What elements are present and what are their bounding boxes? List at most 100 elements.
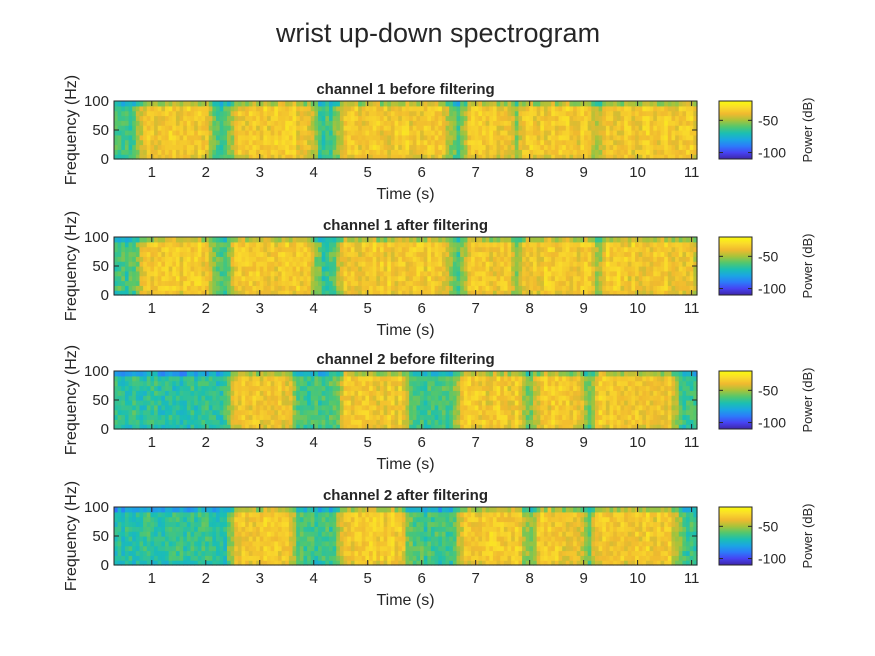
heatmap-cell [274,241,279,248]
heatmap-cell [420,115,425,121]
heatmap-cell [478,134,483,141]
heatmap-cell [310,375,315,382]
heatmap-cell [565,246,571,253]
heatmap-cell [409,261,414,267]
heatmap-cell [478,241,483,248]
heatmap-cell [689,139,694,146]
heatmap-cell [183,380,188,387]
heatmap-cell [558,256,563,262]
heatmap-cell [598,290,603,296]
heatmap-cell [336,280,341,286]
heatmap-cell [212,139,217,146]
heatmap-cell [478,101,483,107]
heatmap-cell [208,375,213,382]
heatmap-cell [573,134,578,141]
heatmap-cell [460,149,465,155]
heatmap-cell [620,149,625,155]
heatmap-cell [263,409,268,416]
heatmap-cell [649,134,654,141]
heatmap-cell [256,149,261,155]
heatmap-cell [128,115,133,121]
heatmap-cell [332,144,337,150]
heatmap-cell [565,266,571,272]
heatmap-cell [605,266,611,272]
heatmap-cell [383,154,388,160]
heatmap-cell [456,241,461,248]
figure-title: wrist up-down spectrogram [275,18,600,48]
heatmap-cell [208,101,213,107]
heatmap-cell [358,280,363,286]
heatmap-cell [358,270,363,277]
heatmap-cell [434,120,439,126]
heatmap-cell [631,101,636,107]
heatmap-cell [474,275,479,282]
heatmap-cell [416,266,421,272]
heatmap-cell [139,120,144,126]
heatmap-cell [551,154,556,160]
heatmap-cell [325,380,330,387]
heatmap-cell [135,110,141,117]
heatmap-cell [387,390,392,396]
heatmap-cell [226,424,232,430]
heatmap-cell [270,149,275,155]
heatmap-cell [114,237,119,243]
heatmap-cell [358,409,363,416]
heatmap-cell [292,149,297,155]
heatmap-cell [197,380,203,387]
heatmap-cell [445,134,450,141]
heatmap-cell [314,110,319,117]
heatmap-cell [554,237,560,243]
heatmap-cell [259,371,264,377]
heatmap-cell [529,241,534,248]
heatmap-cell [398,270,403,277]
heatmap-cell [420,390,425,396]
heatmap-cell [635,139,640,146]
heatmap-cell [653,275,658,282]
heatmap-cell [431,237,436,243]
heatmap-cell [259,130,264,136]
heatmap-cell [529,280,534,286]
heatmap-cell [649,101,654,107]
heatmap-cell [237,237,243,243]
heatmap-cell [285,246,290,253]
heatmap-cell [576,101,581,107]
heatmap-cell [288,154,294,160]
heatmap-cell [452,154,458,160]
heatmap-cell [168,130,173,136]
heatmap-cell [285,251,290,257]
heatmap-cell [503,261,509,267]
heatmap-cell [135,125,141,131]
heatmap-cell [361,280,367,286]
heatmap-cell [350,404,356,411]
heatmap-cell [580,115,585,121]
heatmap-cell [139,246,144,253]
heatmap-cell [172,115,177,121]
heatmap-cell [172,404,177,411]
heatmap-cell [558,144,563,150]
heatmap-cell [547,275,552,282]
heatmap-cell [522,149,527,155]
heatmap-cell [551,270,556,277]
heatmap-cell [183,280,188,286]
heatmap-cell [270,371,275,377]
heatmap-cell [150,256,155,262]
heatmap-cell [299,251,305,257]
heatmap-cell [161,424,166,430]
heatmap-cell [664,101,669,107]
heatmap-cell [310,414,315,420]
heatmap-cell [431,241,436,248]
heatmap-cell [336,261,341,267]
heatmap-cell [369,380,374,387]
heatmap-cell [194,419,199,425]
heatmap-cell [292,380,297,387]
heatmap-cell [569,270,574,277]
heatmap-cell [536,280,541,286]
heatmap-cell [390,251,396,257]
heatmap-cell [569,154,574,160]
heatmap-cell [135,404,141,411]
heatmap-cell [401,409,407,416]
heatmap-cell [409,149,414,155]
heatmap-cell [642,275,647,282]
heatmap-cell [656,120,662,126]
heatmap-cell [675,130,680,136]
